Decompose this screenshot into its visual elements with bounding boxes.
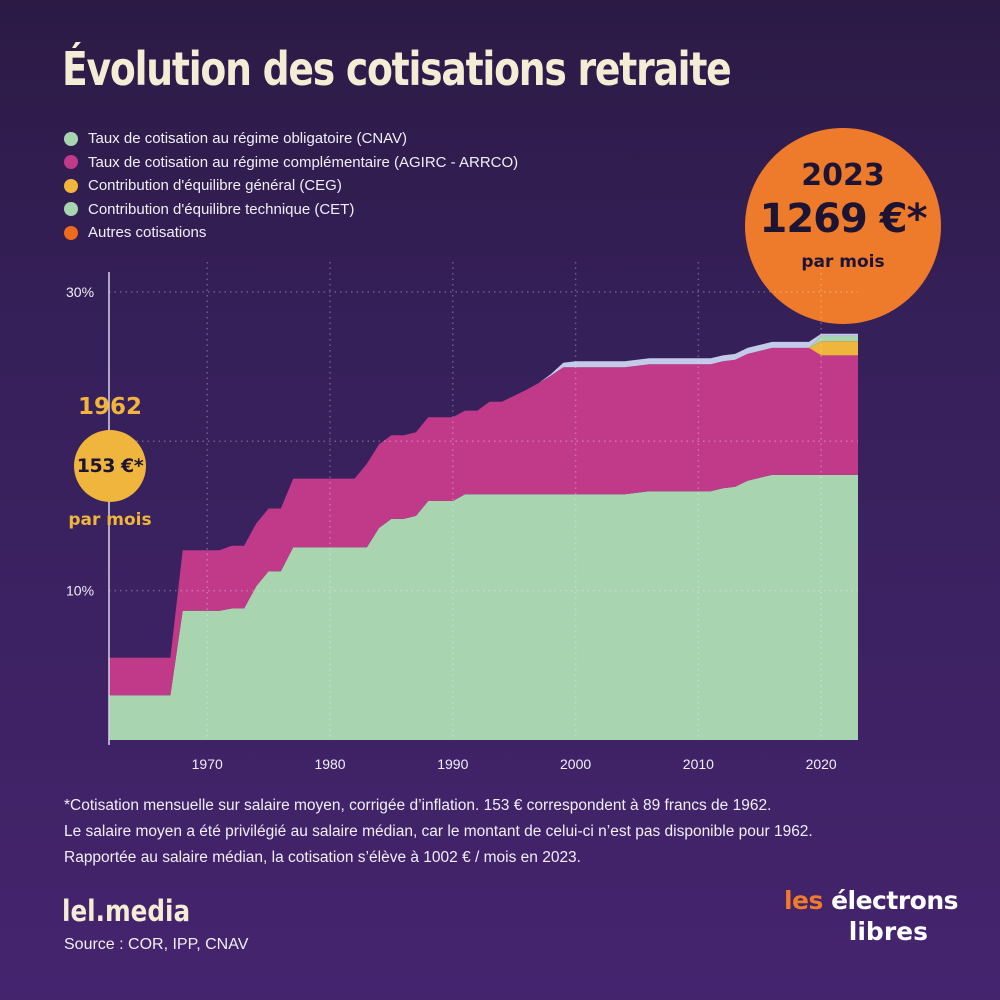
area-series-2 <box>109 347 858 696</box>
legend-label: Taux de cotisation au régime obligatoire… <box>88 130 408 148</box>
logo-les: les <box>783 886 823 915</box>
badge-1962-year: 1962 <box>77 394 142 420</box>
brand-name: lel.media <box>62 894 191 928</box>
footnote-line: Le salaire moyen a été privilégié au sal… <box>64 823 813 840</box>
logo-electrons: électrons <box>831 886 958 915</box>
legend-item: Contribution d'équilibre général (CEG) <box>64 174 518 198</box>
legend-item: Autres cotisations <box>64 221 518 245</box>
legend-swatch <box>64 225 78 240</box>
area-chart: 1970 1980 1990 2000 2010 2020 10% 30% <box>66 272 858 772</box>
source-text: Source : COR, IPP, CNAV <box>64 936 249 953</box>
badge-2023: 2023 1269 €* par mois <box>745 128 941 324</box>
legend-label: Taux de cotisation au régime complémenta… <box>88 153 519 171</box>
x-tick-label: 2020 <box>806 756 837 772</box>
legend-swatch <box>64 131 78 146</box>
footnote-line: *Cotisation mensuelle sur salaire moyen,… <box>64 797 772 814</box>
chart-legend: Taux de cotisation au régime obligatoire… <box>64 127 518 245</box>
logo-libres: libres <box>848 917 928 946</box>
x-tick-label: 1990 <box>437 756 468 772</box>
legend-label: Autres cotisations <box>88 224 207 242</box>
legend-label: Contribution d'équilibre général (CEG) <box>88 177 342 195</box>
badge-1962-amount: 153 €* <box>76 455 144 477</box>
legend-label: Contribution d'équilibre technique (CET) <box>88 200 355 218</box>
page-title: Évolution des cotisations retraite <box>62 42 732 96</box>
x-tick-label: 1970 <box>192 756 223 772</box>
legend-item: Taux de cotisation au régime complémenta… <box>64 151 518 175</box>
footnote: *Cotisation mensuelle sur salaire moyen,… <box>64 793 813 871</box>
legend-swatch <box>64 202 78 217</box>
y-tick-label: 30% <box>66 284 94 300</box>
footnote-line: Rapportée au salaire médian, la cotisati… <box>64 849 581 866</box>
y-tick-label: 10% <box>66 583 94 599</box>
x-tick-label: 2010 <box>683 756 714 772</box>
badge-2023-per: par mois <box>801 252 885 272</box>
legend-swatch <box>64 155 78 170</box>
badge-2023-year: 2023 <box>801 158 885 193</box>
x-tick-label: 2000 <box>560 756 591 772</box>
publisher-logo: les électrons libres <box>778 886 959 946</box>
legend-item: Contribution d'équilibre technique (CET) <box>64 198 518 222</box>
badge-2023-amount: 1269 €* <box>759 196 927 242</box>
legend-swatch <box>64 178 78 193</box>
x-tick-label: 1980 <box>314 756 345 772</box>
area-series-1 <box>109 474 858 740</box>
badge-1962: 153 €* <box>74 430 146 502</box>
badge-1962-per: par mois <box>68 510 152 530</box>
legend-item: Taux de cotisation au régime obligatoire… <box>64 127 518 151</box>
